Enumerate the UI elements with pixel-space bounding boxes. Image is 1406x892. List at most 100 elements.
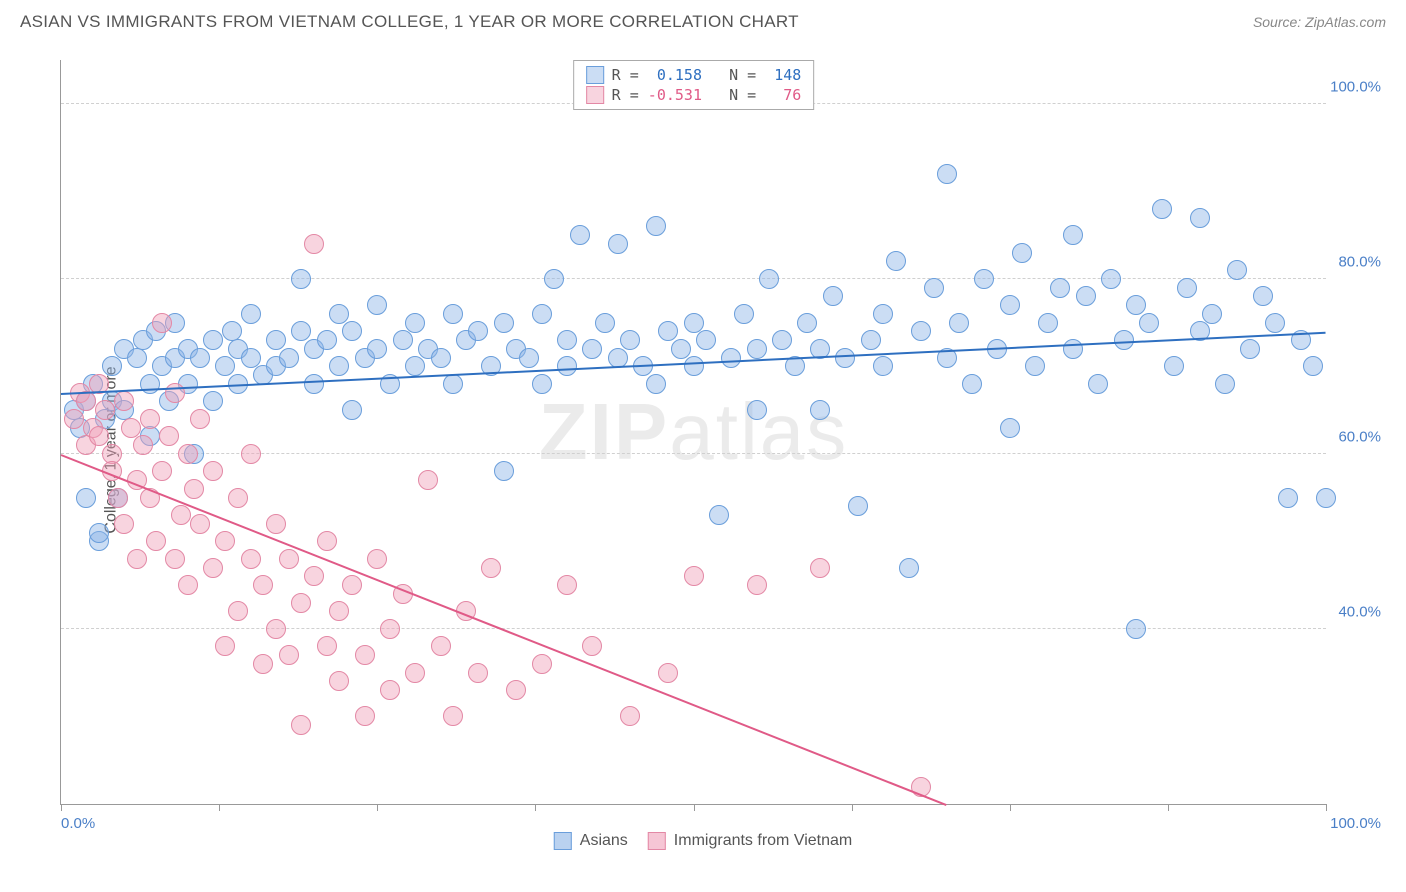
watermark-bold: ZIP [539,387,669,476]
data-point [317,636,337,656]
data-point [443,304,463,324]
data-point [1088,374,1108,394]
data-point [1025,356,1045,376]
data-point [76,391,96,411]
legend-label: Asians [580,832,628,850]
data-point [684,566,704,586]
legend-item: Asians [554,832,628,850]
data-point [304,374,324,394]
data-point [1190,208,1210,228]
data-point [190,409,210,429]
data-point [861,330,881,350]
gridline [61,278,1326,279]
data-point [658,321,678,341]
data-point [171,505,191,525]
data-point [772,330,792,350]
data-point [127,348,147,368]
data-point [532,304,552,324]
data-point [329,601,349,621]
data-point [291,593,311,613]
data-point [468,663,488,683]
data-point [89,523,109,543]
legend-stat-text: R = 0.158 N = 148 [612,66,802,84]
data-point [1050,278,1070,298]
legend-swatch [586,66,604,84]
data-point [1152,199,1172,219]
data-point [608,234,628,254]
data-point [380,619,400,639]
data-point [1177,278,1197,298]
chart-title: ASIAN VS IMMIGRANTS FROM VIETNAM COLLEGE… [20,12,799,32]
data-point [519,348,539,368]
data-point [291,321,311,341]
data-point [241,304,261,324]
data-point [1139,313,1159,333]
data-point [1076,286,1096,306]
data-point [620,330,640,350]
data-point [608,348,628,368]
data-point [974,269,994,289]
data-point [203,330,223,350]
data-point [342,575,362,595]
data-point [557,330,577,350]
data-point [671,339,691,359]
watermark: ZIPatlas [539,386,848,478]
data-point [304,234,324,254]
data-point [1063,225,1083,245]
data-point [873,356,893,376]
data-point [570,225,590,245]
data-point [557,575,577,595]
source-attribution: Source: ZipAtlas.com [1253,14,1386,30]
data-point [1012,243,1032,263]
data-point [152,313,172,333]
data-point [215,636,235,656]
data-point [1253,286,1273,306]
data-point [911,321,931,341]
data-point [121,418,141,438]
data-point [684,313,704,333]
data-point [108,488,128,508]
data-point [203,461,223,481]
stats-legend-row: R = 0.158 N = 148 [586,65,802,85]
stats-legend: R = 0.158 N = 148R = -0.531 N = 76 [573,60,815,110]
x-tick [694,804,695,811]
data-point [367,295,387,315]
data-point [215,356,235,376]
data-point [949,313,969,333]
data-point [1063,339,1083,359]
data-point [76,488,96,508]
data-point [152,461,172,481]
data-point [102,356,122,376]
data-point [405,663,425,683]
data-point [759,269,779,289]
data-point [506,680,526,700]
data-point [532,374,552,394]
data-point [279,645,299,665]
stats-legend-row: R = -0.531 N = 76 [586,85,802,105]
bottom-legend: AsiansImmigrants from Vietnam [554,832,852,850]
y-tick-label: 60.0% [1338,428,1381,445]
data-point [747,339,767,359]
data-point [582,636,602,656]
data-point [114,391,134,411]
x-axis-end-label: 100.0% [1330,815,1381,832]
data-point [342,400,362,420]
data-point [1227,260,1247,280]
data-point [1164,356,1184,376]
data-point [684,356,704,376]
data-point [405,313,425,333]
data-point [835,348,855,368]
data-point [190,514,210,534]
x-tick [1326,804,1327,811]
data-point [291,269,311,289]
data-point [95,400,115,420]
y-tick-label: 100.0% [1330,78,1381,95]
data-point [165,549,185,569]
data-point [658,663,678,683]
data-point [1265,313,1285,333]
data-point [443,706,463,726]
data-point [494,461,514,481]
x-axis-start-label: 0.0% [61,815,95,832]
data-point [405,356,425,376]
data-point [165,383,185,403]
